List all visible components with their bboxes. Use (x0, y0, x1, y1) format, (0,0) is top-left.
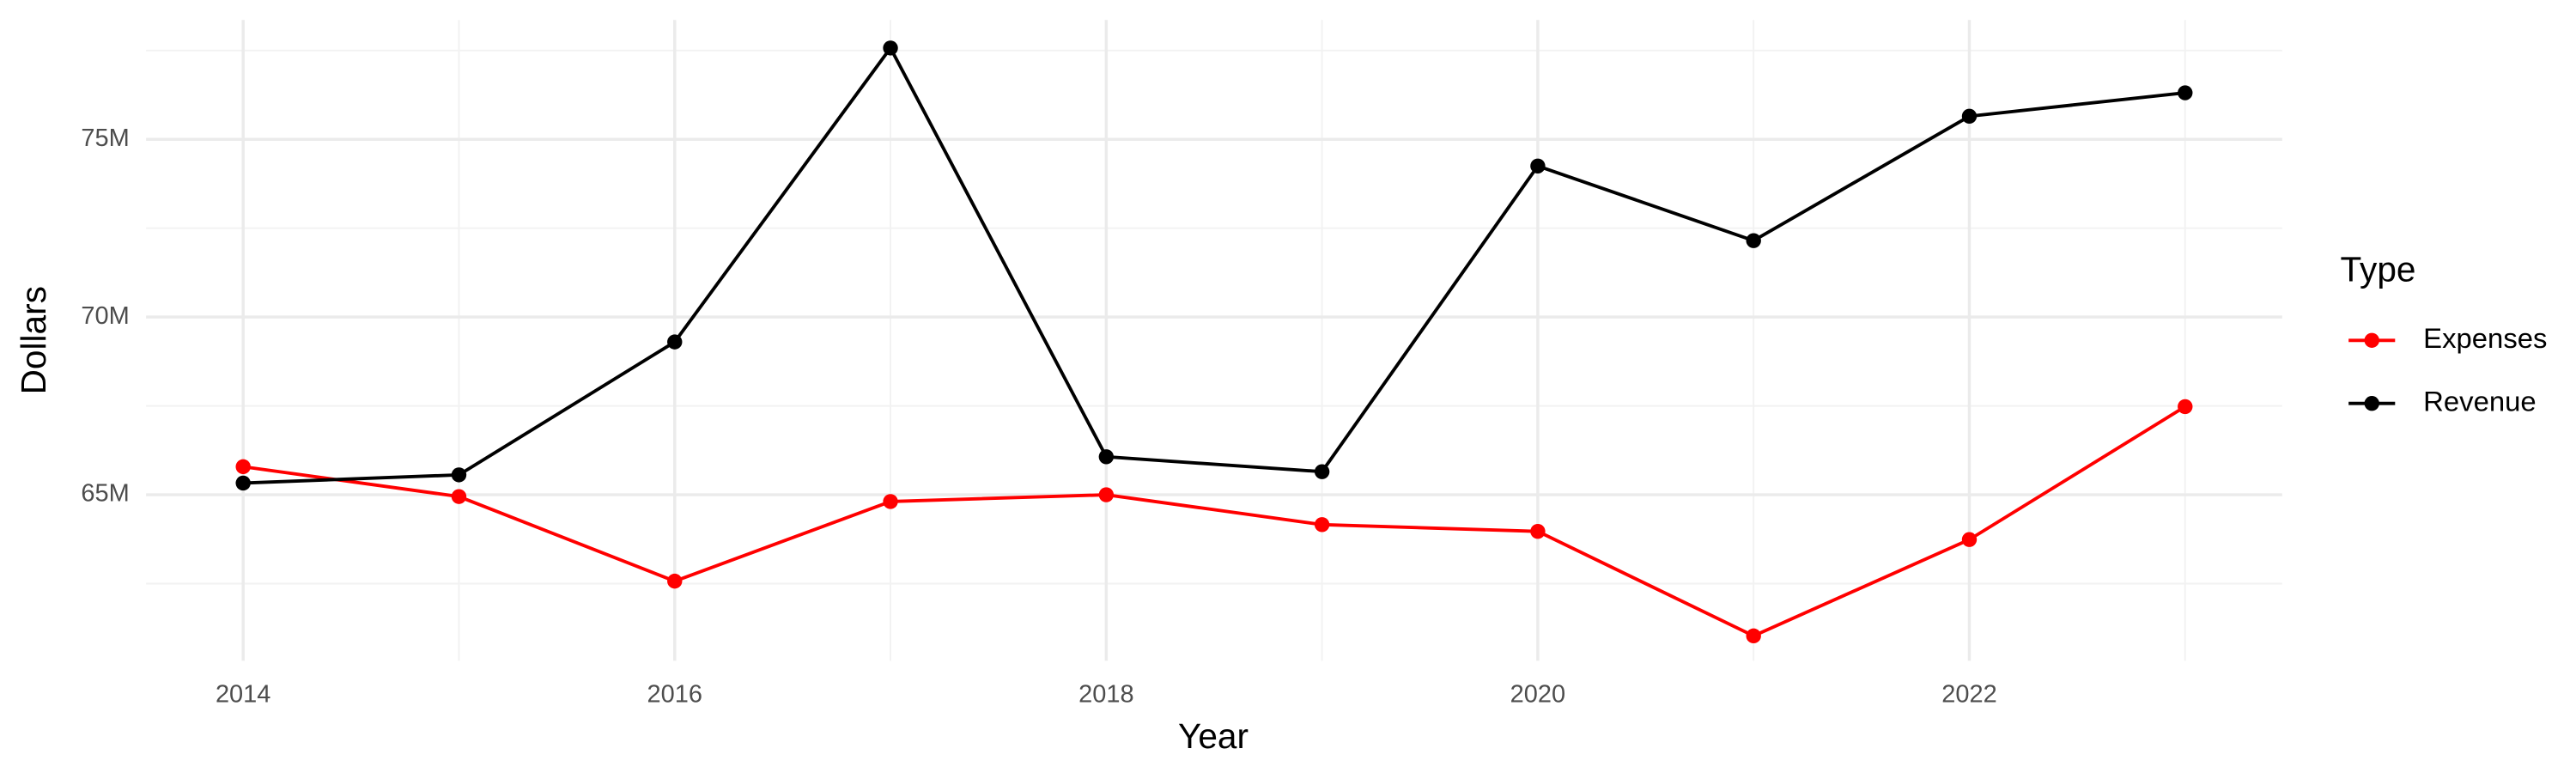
data-point (1961, 532, 1978, 547)
data-point (1314, 517, 1330, 533)
x-tick-label: 2014 (216, 681, 270, 709)
legend-swatch-point (2364, 396, 2379, 411)
data-point (1530, 523, 1546, 539)
data-point (1746, 628, 1761, 644)
x-tick-label: 2022 (1941, 681, 1996, 709)
legend-label: Revenue (2423, 385, 2537, 417)
series-line (242, 405, 2186, 638)
x-tick-label: 2016 (647, 681, 702, 709)
y-tick-label: 65M (81, 480, 129, 508)
legend-title: Type (2341, 250, 2416, 289)
x-axis-title: Year (1178, 716, 1249, 756)
legend-label: Expenses (2423, 322, 2547, 354)
data-point (1961, 108, 1978, 125)
data-point (883, 40, 898, 56)
data-point (2178, 85, 2193, 100)
x-tick-label: 2020 (1510, 681, 1565, 709)
data-point (1746, 233, 1761, 248)
x-tick-label: 2018 (1078, 681, 1133, 709)
data-point (451, 467, 467, 483)
data-point (883, 494, 898, 509)
data-point (1098, 449, 1115, 465)
data-point (2178, 399, 2193, 415)
data-point (235, 475, 251, 491)
data-point (451, 489, 467, 504)
legend-swatch-point (2364, 332, 2379, 348)
series-line (243, 45, 2185, 485)
y-tick-label: 75M (81, 125, 129, 152)
y-axis-title: Dollars (14, 286, 53, 394)
data-point (1314, 464, 1330, 479)
data-point (1530, 158, 1546, 173)
data-point (235, 459, 251, 475)
y-tick-label: 70M (81, 302, 129, 330)
data-point (667, 573, 683, 589)
data-point (667, 334, 683, 350)
data-point (1098, 487, 1115, 502)
